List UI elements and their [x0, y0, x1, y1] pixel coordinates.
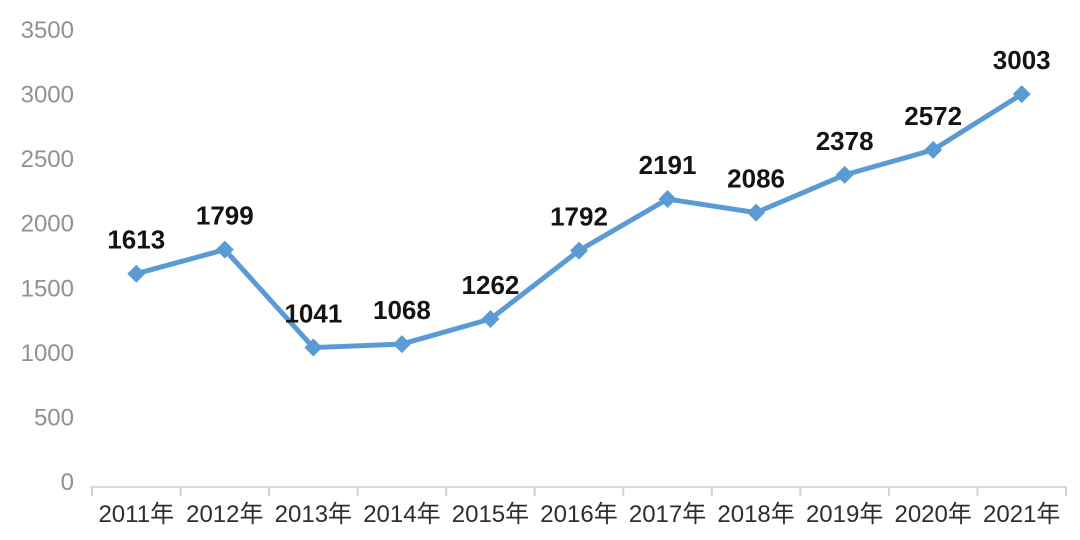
x-axis-category-label: 2019年 [806, 501, 883, 528]
x-axis-category-label: 2021年 [983, 501, 1060, 528]
x-axis-category-label: 2016年 [540, 501, 617, 528]
data-point-marker [392, 335, 411, 354]
y-axis-tick-label: 500 [34, 404, 74, 431]
data-point-label: 2191 [639, 150, 697, 180]
data-point-marker [481, 310, 500, 329]
x-axis-category-label: 2011年 [98, 501, 174, 528]
x-axis-category-label: 2014年 [363, 501, 440, 528]
data-point-label: 2378 [816, 126, 874, 156]
data-point-marker [127, 264, 146, 283]
data-point-marker [835, 165, 854, 184]
x-axis-category-label: 2015年 [452, 501, 529, 528]
data-point-label: 1613 [107, 225, 165, 255]
y-axis-tick-label: 0 [61, 469, 74, 496]
y-axis-tick-label: 1000 [21, 340, 74, 367]
data-point-label: 1041 [284, 299, 342, 329]
data-point-label: 2086 [727, 164, 785, 194]
data-point-marker [1012, 85, 1031, 104]
y-axis-tick-label: 3000 [21, 82, 74, 109]
data-point-label: 1262 [462, 270, 520, 300]
data-point-label: 1799 [196, 201, 254, 231]
x-axis-category-label: 2012年 [186, 501, 263, 528]
data-point-label: 1792 [550, 202, 608, 232]
data-point-marker [304, 338, 323, 357]
x-axis-category-label: 2013年 [275, 501, 352, 528]
data-point-marker [570, 241, 588, 260]
data-point-label: 3003 [993, 45, 1051, 75]
y-axis-tick-label: 2500 [21, 146, 74, 173]
data-point-label: 2572 [904, 101, 962, 131]
data-point-marker [747, 203, 766, 222]
data-point-marker [215, 240, 234, 259]
x-axis-category-label: 2017年 [629, 501, 706, 528]
data-point-marker [658, 190, 677, 209]
y-axis-tick-label: 2000 [21, 211, 74, 238]
data-point-marker [924, 140, 943, 159]
x-axis-category-label: 2020年 [894, 501, 971, 528]
data-point-label: 1068 [373, 295, 431, 325]
y-axis-tick-label: 3500 [21, 17, 74, 44]
y-axis-tick-label: 1500 [21, 275, 74, 302]
x-axis-category-label: 2018年 [717, 501, 794, 528]
